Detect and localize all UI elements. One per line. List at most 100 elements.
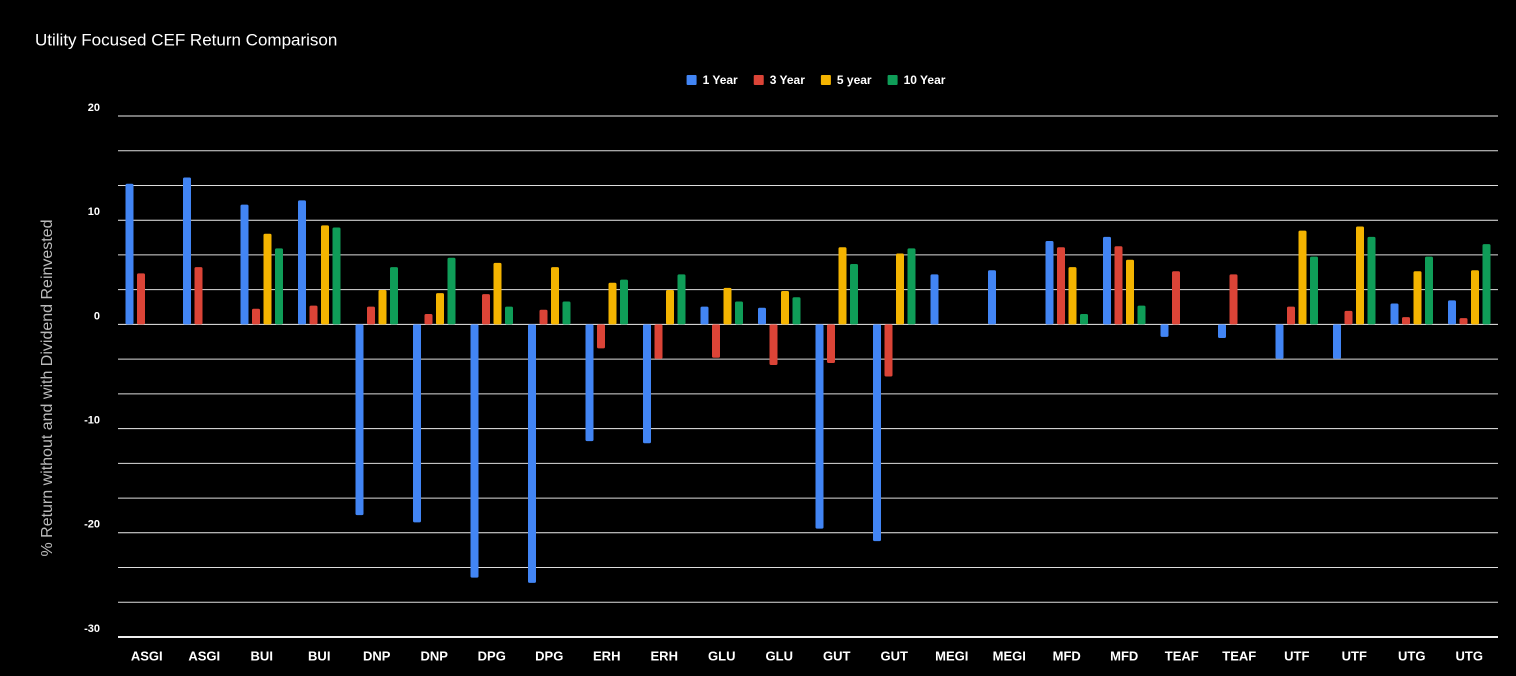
bar	[1045, 241, 1054, 325]
legend-swatch	[686, 75, 697, 85]
bar	[896, 253, 904, 325]
x-tick-label: UTG	[1456, 648, 1483, 663]
x-tick-label: TEAF	[1165, 648, 1199, 663]
legend-swatch	[887, 75, 898, 85]
legend-label: 5 year	[837, 73, 872, 87]
bar	[482, 294, 490, 325]
x-tick-label: MEGI	[993, 648, 1026, 663]
bar	[309, 305, 318, 325]
bar	[1413, 271, 1422, 325]
bar	[884, 324, 893, 377]
bar	[1229, 274, 1238, 325]
bar	[1080, 313, 1088, 325]
bar	[125, 183, 134, 325]
bar	[424, 313, 433, 325]
bar	[1402, 317, 1410, 325]
x-tick-label: DPG	[478, 648, 506, 663]
bar	[930, 274, 939, 325]
bar	[355, 324, 364, 516]
x-tick-label: ASGI	[131, 648, 163, 663]
bar	[1367, 236, 1376, 325]
bar	[815, 324, 824, 529]
bar	[551, 267, 559, 325]
bar	[183, 177, 191, 325]
bar	[838, 247, 847, 325]
bar	[1425, 256, 1433, 325]
bar	[1298, 230, 1307, 325]
bar	[332, 227, 341, 325]
x-tick-label: ERH	[593, 648, 620, 663]
y-tick-label: -20	[84, 519, 100, 531]
bar	[1390, 303, 1399, 325]
bar	[1172, 271, 1180, 325]
bar	[735, 301, 743, 325]
bar	[907, 248, 916, 325]
bar	[769, 324, 778, 366]
x-tick-label: UTG	[1398, 648, 1425, 663]
x-tick-label: GLU	[708, 648, 735, 663]
bar	[608, 282, 617, 325]
bar	[321, 225, 329, 325]
bar	[654, 324, 663, 359]
bar	[1275, 324, 1284, 359]
bar	[539, 309, 548, 325]
bar	[1114, 246, 1123, 325]
x-tick-label: DNP	[421, 648, 449, 663]
bar	[1126, 259, 1134, 325]
bar	[666, 290, 674, 325]
x-tick-label: BUI	[251, 648, 273, 663]
bar	[700, 306, 709, 325]
x-tick-label: UTF	[1284, 648, 1309, 663]
bar	[1137, 305, 1146, 325]
x-tick-label: GLU	[766, 648, 793, 663]
bar	[677, 274, 686, 325]
y-tick-label: -30	[84, 623, 100, 635]
bar	[1057, 247, 1065, 325]
bar	[413, 324, 421, 523]
bar	[390, 267, 398, 325]
bar	[620, 279, 628, 325]
y-tick-label: 20	[88, 102, 100, 114]
x-tick-label: GUT	[823, 648, 851, 663]
y-tick-label: 0	[94, 310, 100, 322]
legend-label: 10 Year	[904, 73, 946, 87]
bar	[528, 324, 536, 583]
x-tick-label: ASGI	[188, 648, 220, 663]
bar	[378, 290, 387, 325]
bar	[643, 324, 651, 444]
bar	[505, 306, 513, 325]
legend-swatch	[753, 75, 764, 85]
x-tick-label: MFD	[1053, 648, 1081, 663]
bar	[792, 297, 801, 325]
bar	[436, 293, 444, 325]
bar	[873, 324, 881, 542]
legend-label: 1 Year	[703, 73, 738, 87]
bar	[562, 301, 571, 325]
x-tick-label: BUI	[308, 648, 330, 663]
bar	[252, 308, 260, 325]
bar	[712, 324, 720, 358]
bar	[194, 267, 203, 325]
bar	[240, 204, 249, 325]
bar	[1356, 226, 1364, 325]
bar	[447, 257, 456, 325]
bar	[470, 324, 479, 578]
y-tick-label: -10	[84, 415, 100, 427]
x-tick-label: TEAF	[1222, 648, 1256, 663]
bar	[1482, 244, 1491, 325]
legend-swatch	[820, 75, 831, 85]
x-tick-label: GUT	[881, 648, 909, 663]
x-tick-label: MFD	[1110, 648, 1138, 663]
legend-label: 3 Year	[770, 73, 805, 87]
bar	[1448, 300, 1456, 325]
chart-title: Utility Focused CEF Return Comparison	[35, 30, 337, 49]
bar	[1344, 310, 1353, 325]
bar	[585, 324, 594, 442]
bar	[1068, 267, 1077, 325]
bar	[723, 287, 732, 325]
bar	[275, 248, 283, 325]
bar	[1333, 324, 1341, 359]
bar	[988, 270, 996, 325]
y-axis-label: % Return without and with Dividend Reinv…	[39, 219, 56, 556]
